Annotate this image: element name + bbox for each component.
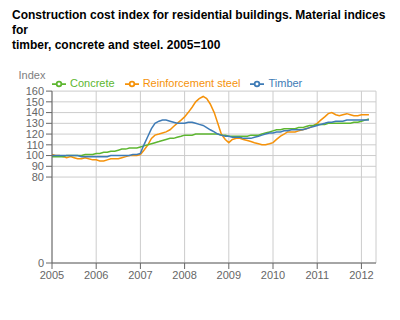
svg-text:160: 160 [26,85,44,97]
svg-text:2008: 2008 [172,269,196,281]
html-text:timber, concrete and steel. 20: timber, concrete and steel. 2005=100 [12,38,221,52]
svg-text:140: 140 [26,106,44,118]
svg-text:110: 110 [26,139,44,151]
svg-text:130: 130 [26,117,44,129]
svg-text:2010: 2010 [261,269,285,281]
svg-text:Index: Index [19,69,46,81]
svg-text:2005: 2005 [40,269,64,281]
svg-text:2006: 2006 [84,269,108,281]
svg-text:2012: 2012 [349,269,373,281]
svg-text:2011: 2011 [305,269,329,281]
svg-text:2007: 2007 [128,269,152,281]
svg-text:80: 80 [32,171,44,183]
svg-text:90: 90 [32,160,44,172]
svg-text:2009: 2009 [217,269,241,281]
svg-text:100: 100 [26,149,44,161]
html-text:Construction cost index for re: Construction cost index for residential … [12,8,386,37]
html-text:Concrete: Concrete [70,77,115,89]
html-text:Reinforcement steel: Reinforcement steel [142,77,241,89]
svg-text:120: 120 [26,128,44,140]
svg-text:0: 0 [38,257,44,269]
html-text:Timber: Timber [268,77,303,89]
svg-text:150: 150 [26,96,44,108]
